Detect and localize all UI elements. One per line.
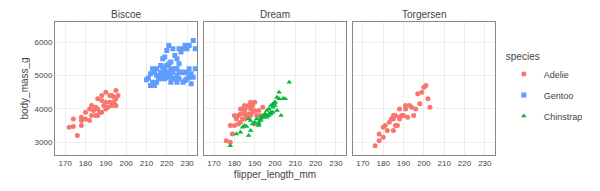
svg-text:180: 180 (228, 159, 242, 168)
svg-text:200: 200 (268, 159, 282, 168)
svg-text:220: 220 (458, 159, 472, 168)
svg-text:230: 230 (329, 159, 343, 168)
svg-text:3000: 3000 (35, 138, 53, 147)
svg-text:190: 190 (99, 159, 113, 168)
svg-text:220: 220 (160, 159, 174, 168)
svg-text:220: 220 (309, 159, 323, 168)
svg-text:180: 180 (377, 159, 391, 168)
svg-text:Adelie: Adelie (544, 70, 569, 80)
svg-text:Gentoo: Gentoo (544, 91, 574, 101)
svg-text:body_mass_g: body_mass_g (19, 57, 30, 119)
svg-text:species: species (506, 51, 540, 62)
svg-text:Torgersen: Torgersen (402, 9, 446, 20)
svg-text:flipper_length_mm: flipper_length_mm (234, 169, 316, 180)
svg-text:4000: 4000 (35, 105, 53, 114)
svg-text:Dream: Dream (260, 9, 290, 20)
svg-text:180: 180 (79, 159, 93, 168)
svg-text:230: 230 (180, 159, 194, 168)
svg-text:210: 210 (438, 159, 452, 168)
svg-text:Biscoe: Biscoe (111, 9, 141, 20)
svg-text:170: 170 (207, 159, 221, 168)
svg-text:210: 210 (140, 159, 154, 168)
svg-text:170: 170 (58, 159, 72, 168)
svg-text:200: 200 (119, 159, 133, 168)
svg-text:230: 230 (478, 159, 492, 168)
svg-text:5000: 5000 (35, 71, 53, 80)
svg-text:6000: 6000 (35, 38, 53, 47)
svg-text:190: 190 (397, 159, 411, 168)
svg-text:170: 170 (356, 159, 370, 168)
svg-text:200: 200 (417, 159, 431, 168)
svg-text:210: 210 (289, 159, 303, 168)
svg-text:Chinstrap: Chinstrap (544, 112, 583, 122)
svg-text:190: 190 (248, 159, 262, 168)
